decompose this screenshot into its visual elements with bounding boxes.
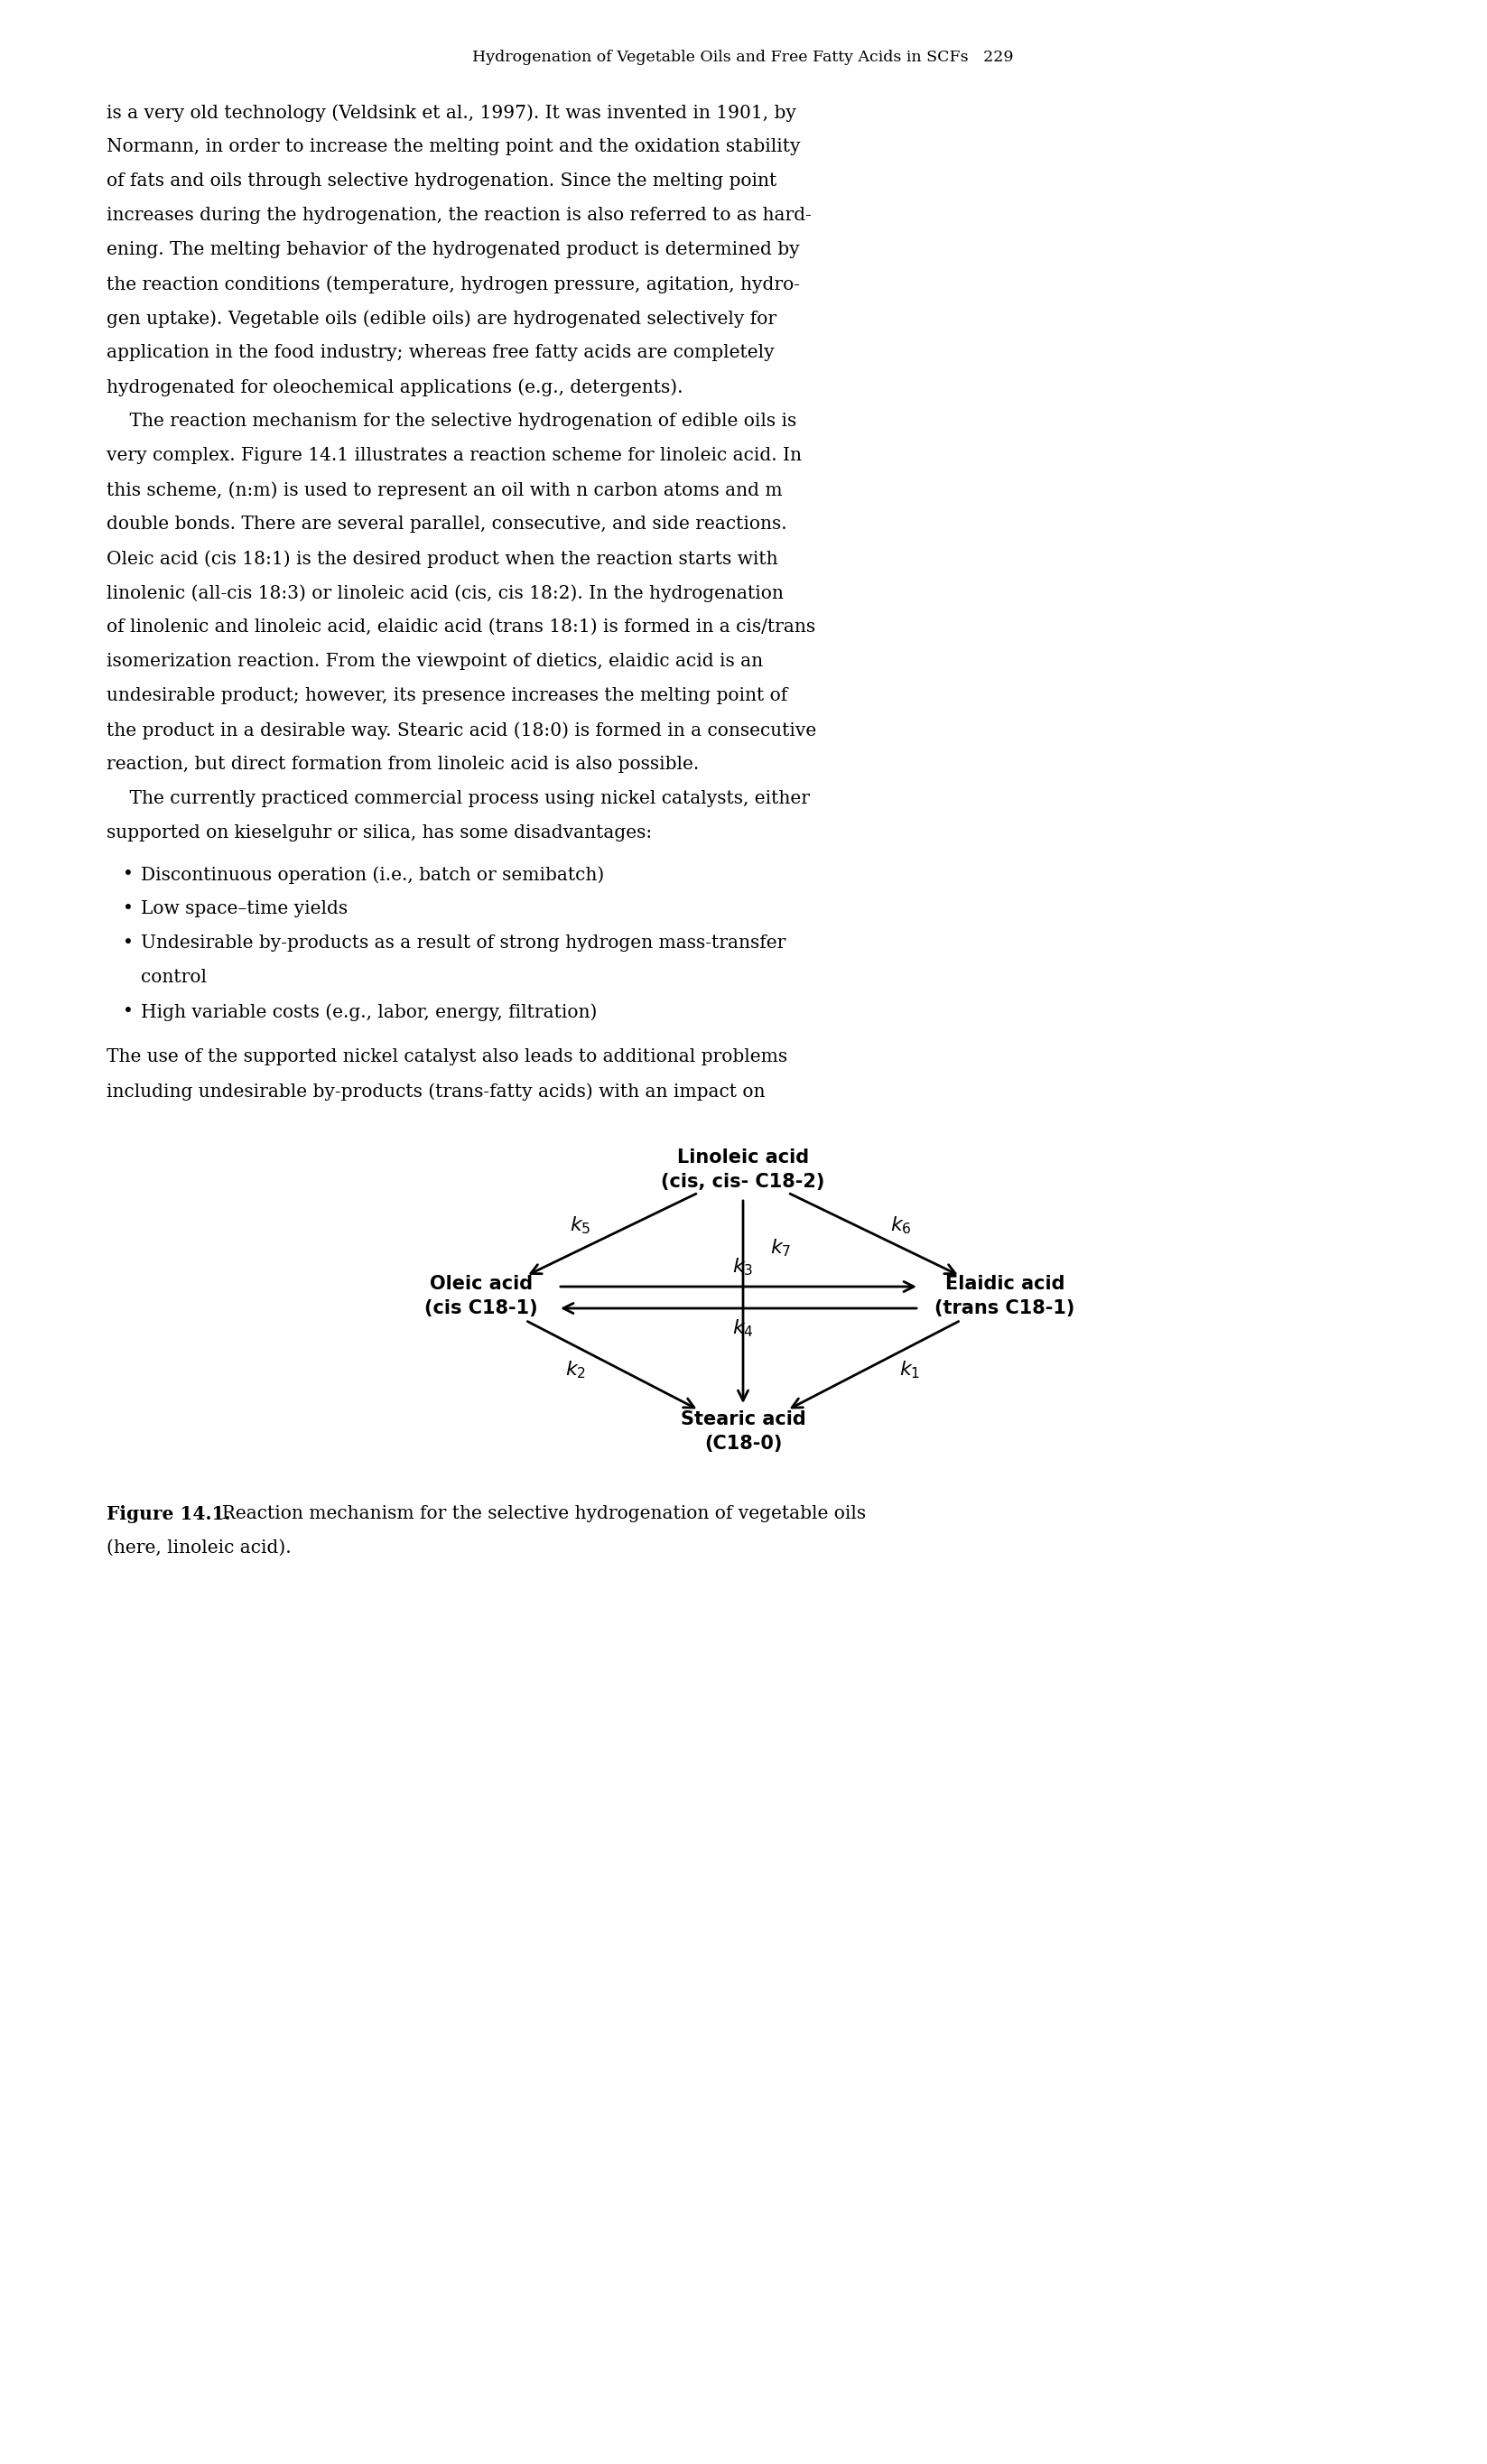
Text: double bonds. There are several parallel, consecutive, and side reactions.: double bonds. There are several parallel… [107,515,787,532]
Text: is a very old technology (Veldsink et al., 1997). It was invented in 1901, by: is a very old technology (Veldsink et al… [107,103,796,121]
Text: gen uptake). Vegetable oils (edible oils) are hydrogenated selectively for: gen uptake). Vegetable oils (edible oils… [107,310,776,328]
Text: The currently practiced commercial process using nickel catalysts, either: The currently practiced commercial proce… [107,791,810,808]
Text: •: • [123,1003,134,1020]
Text: (here, linoleic acid).: (here, linoleic acid). [107,1540,291,1557]
Text: reaction, but direct formation from linoleic acid is also possible.: reaction, but direct formation from lino… [107,756,699,774]
Text: $k_5$: $k_5$ [570,1215,592,1237]
Text: $k_6$: $k_6$ [891,1215,912,1237]
Text: Hydrogenation of Vegetable Oils and Free Fatty Acids in SCFs   229: Hydrogenation of Vegetable Oils and Free… [473,49,1014,64]
Text: undesirable product; however, its presence increases the melting point of: undesirable product; however, its presen… [107,687,788,705]
Text: Low space–time yields: Low space–time yields [141,899,348,917]
Text: hydrogenated for oleochemical applications (e.g., detergents).: hydrogenated for oleochemical applicatio… [107,379,683,397]
Text: The use of the supported nickel catalyst also leads to additional problems: The use of the supported nickel catalyst… [107,1047,788,1064]
Text: Undesirable by-products as a result of strong hydrogen mass-transfer: Undesirable by-products as a result of s… [141,934,785,951]
Text: Stearic acid: Stearic acid [681,1409,806,1429]
Text: Reaction mechanism for the selective hydrogenation of vegetable oils: Reaction mechanism for the selective hyd… [210,1506,865,1523]
Text: supported on kieselguhr or silica, has some disadvantages:: supported on kieselguhr or silica, has s… [107,825,653,843]
Text: $k_1$: $k_1$ [900,1360,920,1380]
Text: isomerization reaction. From the viewpoint of dietics, elaidic acid is an: isomerization reaction. From the viewpoi… [107,653,763,670]
Text: control: control [141,968,207,986]
Text: $k_4$: $k_4$ [732,1318,754,1338]
Text: increases during the hydrogenation, the reaction is also referred to as hard-: increases during the hydrogenation, the … [107,207,812,224]
Text: High variable costs (e.g., labor, energy, filtration): High variable costs (e.g., labor, energy… [141,1003,598,1020]
Text: ening. The melting behavior of the hydrogenated product is determined by: ening. The melting behavior of the hydro… [107,241,800,259]
Text: Normann, in order to increase the melting point and the oxidation stability: Normann, in order to increase the meltin… [107,138,800,155]
Text: (C18-0): (C18-0) [703,1434,782,1454]
Text: application in the food industry; whereas free fatty acids are completely: application in the food industry; wherea… [107,345,775,362]
Text: •: • [123,865,134,882]
Text: of fats and oils through selective hydrogenation. Since the melting point: of fats and oils through selective hydro… [107,172,776,190]
Text: of linolenic and linoleic acid, elaidic acid (trans 18:1) is formed in a cis/tra: of linolenic and linoleic acid, elaidic … [107,618,815,636]
Text: including undesirable by-products (trans-fatty acids) with an impact on: including undesirable by-products (trans… [107,1082,766,1101]
Text: (cis C18-1): (cis C18-1) [424,1299,538,1318]
Text: The reaction mechanism for the selective hydrogenation of edible oils is: The reaction mechanism for the selective… [107,411,797,429]
Text: •: • [123,934,134,951]
Text: linolenic (all-cis 18:3) or linoleic acid (cis, cis 18:2). In the hydrogenation: linolenic (all-cis 18:3) or linoleic aci… [107,584,784,601]
Text: (trans C18-1): (trans C18-1) [935,1299,1075,1318]
Text: $k_2$: $k_2$ [565,1360,586,1380]
Text: Elaidic acid: Elaidic acid [946,1274,1065,1294]
Text: the reaction conditions (temperature, hydrogen pressure, agitation, hydro-: the reaction conditions (temperature, hy… [107,276,800,293]
Text: Linoleic acid: Linoleic acid [677,1148,809,1165]
Text: Oleic acid (cis 18:1) is the desired product when the reaction starts with: Oleic acid (cis 18:1) is the desired pro… [107,549,778,567]
Text: (cis, cis- C18-2): (cis, cis- C18-2) [662,1173,825,1190]
Text: very complex. Figure 14.1 illustrates a reaction scheme for linoleic acid. In: very complex. Figure 14.1 illustrates a … [107,446,801,463]
Text: $k_7$: $k_7$ [770,1237,791,1259]
Text: Discontinuous operation (i.e., batch or semibatch): Discontinuous operation (i.e., batch or … [141,865,604,885]
Text: the product in a desirable way. Stearic acid (18:0) is formed in a consecutive: the product in a desirable way. Stearic … [107,722,816,739]
Text: Oleic acid: Oleic acid [430,1274,532,1294]
Text: $k_3$: $k_3$ [733,1257,754,1276]
Text: Figure 14.1.: Figure 14.1. [107,1506,230,1523]
Text: •: • [123,899,134,917]
Text: this scheme, (n:m) is used to represent an oil with n carbon atoms and m: this scheme, (n:m) is used to represent … [107,480,782,500]
